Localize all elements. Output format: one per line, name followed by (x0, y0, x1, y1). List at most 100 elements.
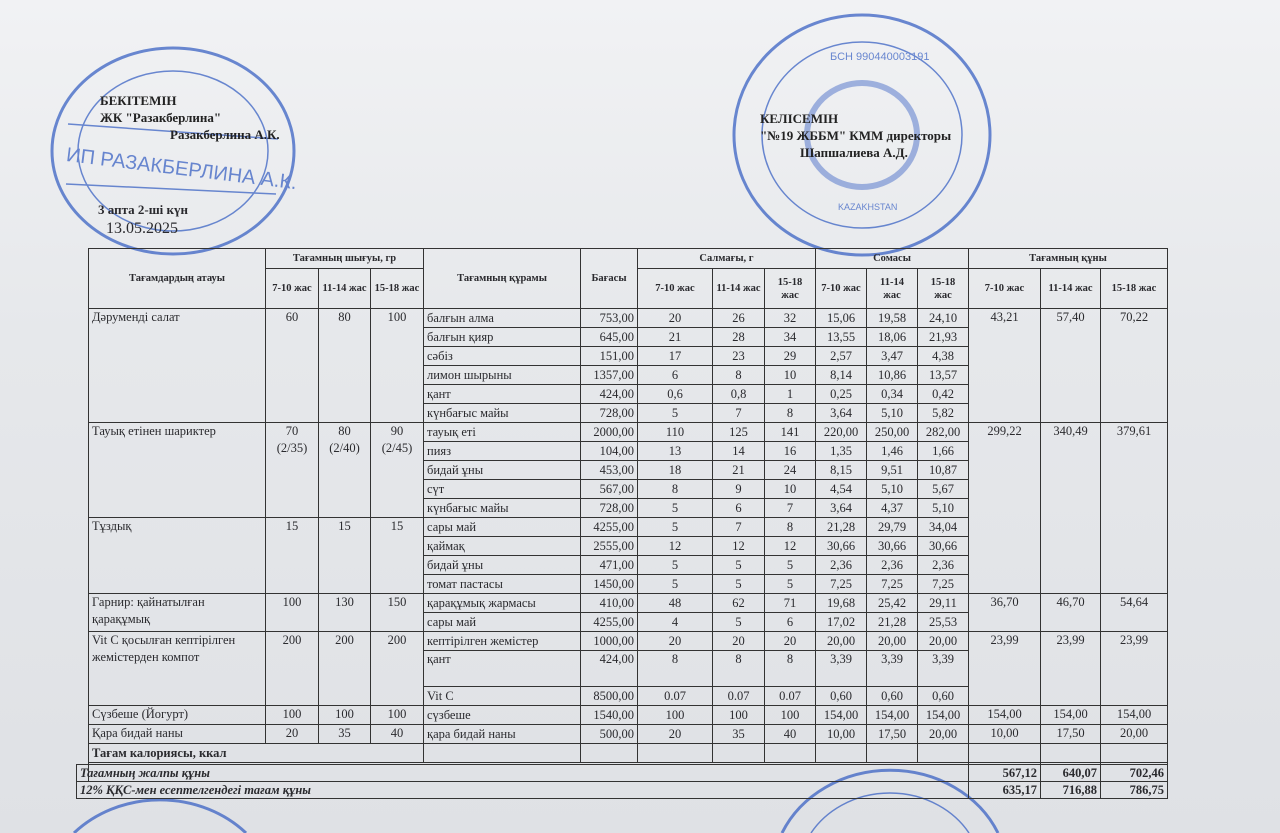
dish-cost: 340,49 (1040, 422, 1101, 594)
approval-org: "№19 ЖББМ" КММ директоры (760, 128, 952, 143)
ingredient-weight: 141 (764, 422, 816, 442)
ingredient-price: 424,00 (580, 384, 638, 404)
total-row: Тағамның жалпы құны 567,12 640,07 702,46 (76, 764, 1168, 782)
ingredient-sum: 5,82 (917, 403, 969, 423)
ingredient-row: Қара бидай наны 20 35 40 қара бидай наны 500,… (88, 724, 1168, 744)
ingredient-sum: 8,14 (815, 365, 867, 385)
ingredient-weight: 8 (764, 517, 816, 537)
ingredient-row: Гарнир: қайнатылған қарақұмық 100 130 150 қа… (88, 593, 1168, 632)
dish-name: Гарнир: қайнатылған қарақұмық (88, 593, 266, 632)
ingredient-weight: 20 (637, 724, 713, 744)
ingredient-weight: 12 (764, 536, 816, 556)
ingredient-name: лимон шырыны (423, 365, 581, 385)
ingredient-sum: 3,64 (815, 498, 867, 518)
dish-output: 130 (318, 593, 371, 632)
ingredient-weight: 5 (637, 574, 713, 594)
dish-output: 200 (370, 631, 424, 706)
dish-output: 100 (370, 705, 424, 725)
dish-cost: 23,99 (1040, 631, 1101, 706)
ingredient-name: сәбіз (423, 346, 581, 366)
ingredient-weight: 16 (764, 441, 816, 461)
svg-text:БСН 990440003191: БСН 990440003191 (830, 51, 929, 63)
dish-output: 15 (265, 517, 319, 594)
ingredient-name: қант (423, 384, 581, 404)
ingredient-weight: 0.07 (764, 686, 816, 706)
svg-text:KAZAKHSTAN: KAZAKHSTAN (838, 202, 897, 212)
header-sum-age: 7-10 жас (815, 268, 867, 309)
ingredient-weight: 125 (712, 422, 765, 442)
ingredient-row: томат пастасы 1450,00 5 5 5 7,25 7,25 7,25 (89, 574, 1168, 594)
ingredient-weight: 7 (764, 498, 816, 518)
ingredient-name: қаймақ (423, 536, 581, 556)
dish-cost: 154,00 (1100, 705, 1168, 725)
ingredient-price: 4255,00 (580, 612, 638, 632)
calories-value (866, 743, 918, 763)
ingredient-sum: 2,57 (815, 346, 867, 366)
ingredient-sum: 13,55 (815, 327, 867, 347)
dish-cost: 57,40 (1040, 308, 1101, 423)
ingredient-sum: 25,42 (866, 593, 918, 613)
ingredient-row: Vit C 8500,00 0.07 0.07 0.07 0,60 0,60 0,60 (89, 686, 1168, 706)
ingredient-row: бидай ұны 471,00 5 5 5 2,36 2,36 2,36 (89, 555, 1168, 575)
header-weight-age: 7-10 жас (637, 268, 713, 309)
approval-person: Разакберлина А.К. (170, 127, 280, 142)
dish-cost: 154,00 (968, 705, 1041, 725)
ingredient-sum: 154,00 (815, 705, 867, 725)
dish-name: Тауық етінен шариктер (88, 422, 266, 518)
ingredient-sum: 282,00 (917, 422, 969, 442)
ingredient-row: балғын қияр 645,00 21 28 34 13,55 18,06 21,93 (89, 327, 1168, 347)
ingredient-weight: 0,6 (637, 384, 713, 404)
ingredient-name: қара бидай наны (423, 724, 581, 744)
approval-person: Шапшалиева А.Д. (800, 145, 908, 160)
ingredient-price: 728,00 (580, 403, 638, 423)
calories-row: Тағам калориясы, ккал (88, 743, 1168, 763)
header-cost-age: 7-10 жас (968, 268, 1041, 309)
ingredient-sum: 17,02 (815, 612, 867, 632)
ingredient-sum: 1,66 (917, 441, 969, 461)
ingredient-sum: 154,00 (866, 705, 918, 725)
dish-output: 15 (318, 517, 371, 594)
ingredient-weight: 14 (712, 441, 765, 461)
ingredient-name: күнбағыс майы (423, 403, 581, 423)
ingredient-sum: 21,93 (917, 327, 969, 347)
calories-value (423, 743, 581, 763)
ingredient-row: Тауық етінен шариктер 70 (2/35) 80 (2/40) 9… (88, 422, 1168, 594)
ingredient-weight: 5 (637, 403, 713, 423)
ingredient-weight: 21 (712, 460, 765, 480)
header-cost-age: 15-18 жас (1100, 268, 1168, 309)
ingredient-price: 753,00 (580, 308, 638, 328)
calories-value (1040, 743, 1101, 763)
ingredient-price: 645,00 (580, 327, 638, 347)
ingredient-sum: 10,00 (815, 724, 867, 744)
ingredient-weight: 32 (764, 308, 816, 328)
ingredient-sum: 3,47 (866, 346, 918, 366)
ingredient-weight: 100 (712, 705, 765, 725)
dish-cost: 23,99 (1100, 631, 1168, 706)
ingredient-sum: 220,00 (815, 422, 867, 442)
menu-table: Тағамдардың атауы Тағамның шығуы, гр Тағ… (88, 248, 1168, 782)
calories-value (712, 743, 765, 763)
ingredient-sum: 2,36 (917, 555, 969, 575)
approval-block-left: БЕКІТЕМІН ЖК "Разакберлина" Разакберлина… (100, 92, 280, 143)
approval-org: ЖК "Разакберлина" (100, 110, 222, 125)
ingredient-sum: 20,00 (815, 631, 867, 651)
approval-title: КЕЛІСЕМІН (760, 111, 839, 126)
ingredient-sum: 3,39 (815, 650, 867, 687)
dish-output: 150 (370, 593, 424, 632)
ingredient-price: 151,00 (580, 346, 638, 366)
ingredient-sum: 3,39 (866, 650, 918, 687)
ingredient-sum: 5,10 (917, 498, 969, 518)
ingredient-weight: 40 (764, 724, 816, 744)
ingredient-price: 567,00 (580, 479, 638, 499)
ingredient-weight: 7 (712, 517, 765, 537)
ingredient-price: 410,00 (580, 593, 638, 613)
dish-output: 100 (265, 705, 319, 725)
ingredient-name: сары май (423, 517, 581, 537)
ingredient-sum: 154,00 (917, 705, 969, 725)
ingredient-sum: 9,51 (866, 460, 918, 480)
ingredient-price: 1000,00 (580, 631, 638, 651)
ingredient-row: сәбіз 151,00 17 23 29 2,57 3,47 4,38 (89, 346, 1168, 366)
ingredient-weight: 8 (712, 365, 765, 385)
ingredient-name: пияз (423, 441, 581, 461)
ingredient-sum: 21,28 (866, 612, 918, 632)
